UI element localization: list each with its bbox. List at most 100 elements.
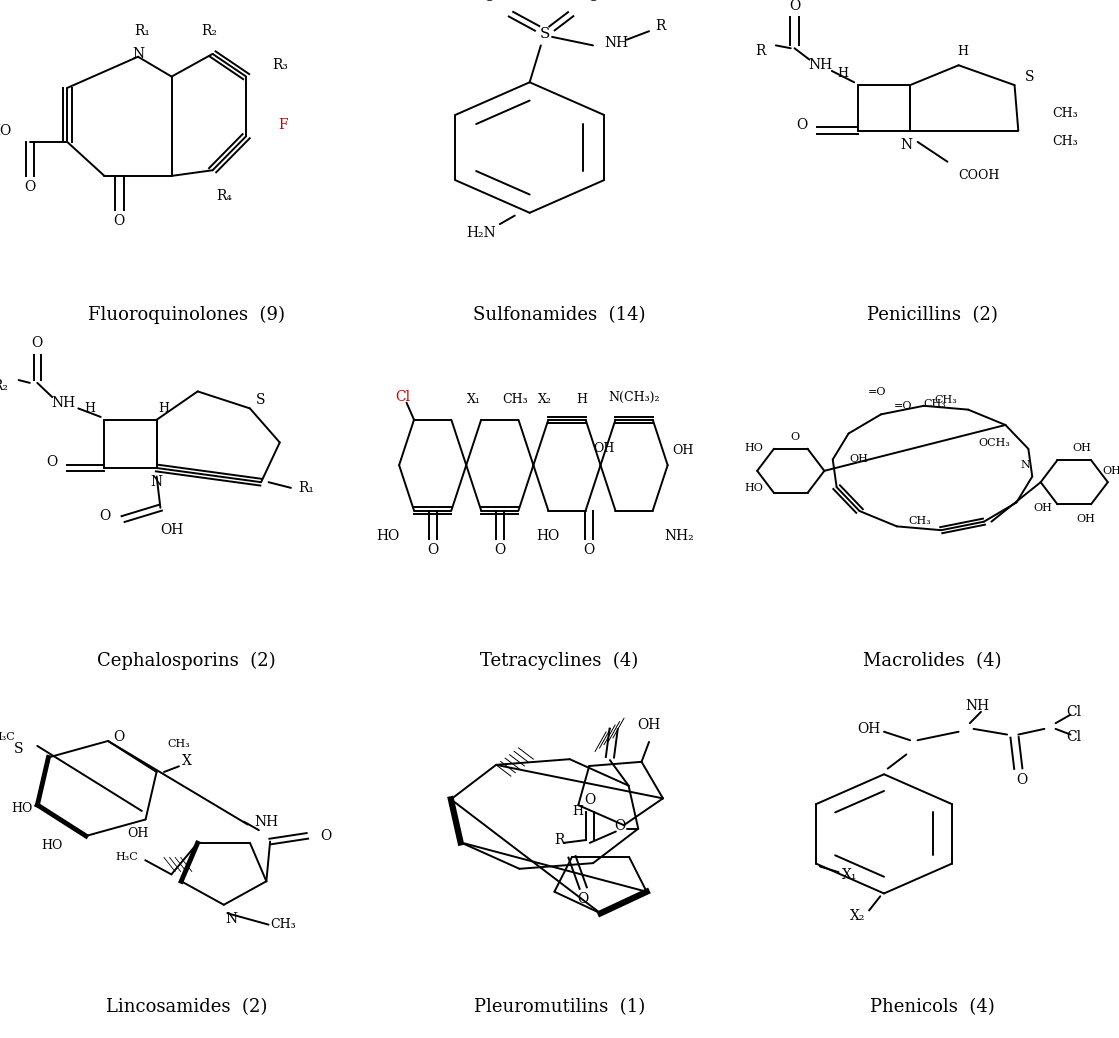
- Text: O: O: [584, 543, 595, 557]
- Text: R₄: R₄: [216, 189, 232, 202]
- Text: R: R: [755, 44, 767, 58]
- Text: X₂: X₂: [537, 393, 552, 407]
- Text: Cl: Cl: [1066, 731, 1082, 744]
- Text: CH₃: CH₃: [271, 919, 297, 931]
- Text: CH₃: CH₃: [168, 739, 190, 748]
- Text: R₂: R₂: [201, 24, 217, 38]
- Text: HO: HO: [11, 801, 34, 815]
- Text: H: H: [837, 67, 848, 80]
- Text: Lincosamides  (2): Lincosamides (2): [106, 998, 267, 1016]
- Text: CH₃: CH₃: [1052, 135, 1078, 148]
- Text: O: O: [25, 181, 36, 194]
- Text: =O: =O: [868, 386, 886, 397]
- Text: OH: OH: [1076, 514, 1094, 524]
- Text: H₂N: H₂N: [467, 225, 496, 240]
- Text: OH: OH: [1072, 443, 1091, 454]
- Text: OH: OH: [671, 444, 694, 458]
- Text: F: F: [279, 118, 289, 132]
- Text: Cl: Cl: [395, 390, 411, 404]
- Text: Sulfonamides  (14): Sulfonamides (14): [473, 306, 646, 324]
- Text: OH: OH: [638, 718, 660, 732]
- Text: O: O: [584, 793, 595, 808]
- Text: NH: NH: [809, 58, 833, 73]
- Text: S: S: [1025, 70, 1034, 84]
- Text: O: O: [587, 0, 599, 4]
- Text: H: H: [576, 393, 587, 407]
- Text: X₁: X₁: [843, 868, 857, 882]
- Text: OH: OH: [1033, 503, 1052, 513]
- Text: NH: NH: [254, 815, 279, 828]
- Text: O: O: [797, 118, 808, 132]
- Text: O: O: [114, 731, 125, 744]
- Text: HO: HO: [744, 443, 763, 454]
- Text: N: N: [132, 47, 144, 61]
- Text: O: O: [320, 829, 331, 843]
- Text: N: N: [901, 138, 912, 152]
- Text: H₃C: H₃C: [0, 733, 15, 742]
- Text: HO: HO: [376, 529, 399, 543]
- Text: R₁: R₁: [299, 481, 314, 495]
- Text: OH: OH: [1102, 466, 1119, 475]
- Text: N: N: [225, 912, 237, 926]
- Text: X₂: X₂: [850, 909, 866, 923]
- Text: HO: HO: [537, 529, 560, 543]
- Text: Pleuromutilins  (1): Pleuromutilins (1): [473, 998, 646, 1016]
- Text: OH: OH: [128, 827, 149, 841]
- Text: CH₃: CH₃: [908, 516, 931, 525]
- Text: Penicillins  (2): Penicillins (2): [867, 306, 998, 324]
- Text: H₃C: H₃C: [115, 852, 138, 863]
- Text: Tetracyclines  (4): Tetracyclines (4): [480, 652, 639, 670]
- Text: O: O: [98, 510, 110, 523]
- Text: O: O: [789, 0, 800, 12]
- Text: S: S: [256, 393, 266, 407]
- Text: X: X: [181, 754, 191, 768]
- Text: S: S: [539, 27, 549, 42]
- Text: =O: =O: [894, 401, 913, 411]
- Text: CH₃: CH₃: [1052, 107, 1078, 120]
- Text: NH: NH: [966, 700, 989, 713]
- Text: NH₂: NH₂: [664, 529, 694, 543]
- Text: O: O: [427, 543, 439, 557]
- Text: N: N: [1021, 460, 1031, 470]
- Text: O: O: [614, 819, 626, 832]
- Text: O: O: [483, 0, 495, 4]
- Text: Fluoroquinolones  (9): Fluoroquinolones (9): [88, 306, 285, 324]
- Text: HO: HO: [0, 124, 11, 137]
- Text: Macrolides  (4): Macrolides (4): [863, 652, 1002, 670]
- Text: R₂: R₂: [0, 379, 8, 392]
- Text: OH: OH: [857, 721, 881, 736]
- Text: CH₃: CH₃: [502, 393, 527, 407]
- Text: O: O: [577, 893, 589, 906]
- Text: X₁: X₁: [467, 393, 481, 407]
- Text: O: O: [1016, 773, 1027, 787]
- Text: CH₃: CH₃: [934, 395, 958, 405]
- Text: O: O: [790, 432, 799, 442]
- Text: S: S: [13, 742, 23, 756]
- Text: COOH: COOH: [959, 169, 1000, 183]
- Text: O: O: [495, 543, 506, 557]
- Text: OCH₃: OCH₃: [979, 438, 1010, 448]
- Text: O: O: [47, 456, 58, 469]
- Text: OH: OH: [593, 441, 615, 455]
- Text: H: H: [957, 45, 968, 57]
- Text: OH: OH: [160, 523, 184, 538]
- Text: H: H: [84, 402, 95, 415]
- Text: R₁: R₁: [134, 24, 150, 38]
- Text: O: O: [31, 336, 43, 350]
- Text: Cl: Cl: [1066, 705, 1082, 719]
- Text: OH: OH: [849, 455, 868, 464]
- Text: O: O: [114, 214, 125, 228]
- Text: Phenicols  (4): Phenicols (4): [871, 998, 995, 1016]
- Text: H: H: [159, 402, 170, 415]
- Text: CH₃: CH₃: [923, 399, 946, 409]
- Text: HO: HO: [41, 839, 63, 852]
- Text: NH: NH: [51, 395, 75, 410]
- Text: N: N: [151, 475, 162, 489]
- Text: R₃: R₃: [272, 58, 288, 73]
- Text: R: R: [555, 834, 565, 847]
- Text: HO: HO: [744, 483, 763, 493]
- Text: H: H: [573, 804, 584, 818]
- Text: NH: NH: [604, 35, 629, 50]
- Text: R: R: [655, 19, 666, 32]
- Text: N(CH₃)₂: N(CH₃)₂: [609, 390, 660, 404]
